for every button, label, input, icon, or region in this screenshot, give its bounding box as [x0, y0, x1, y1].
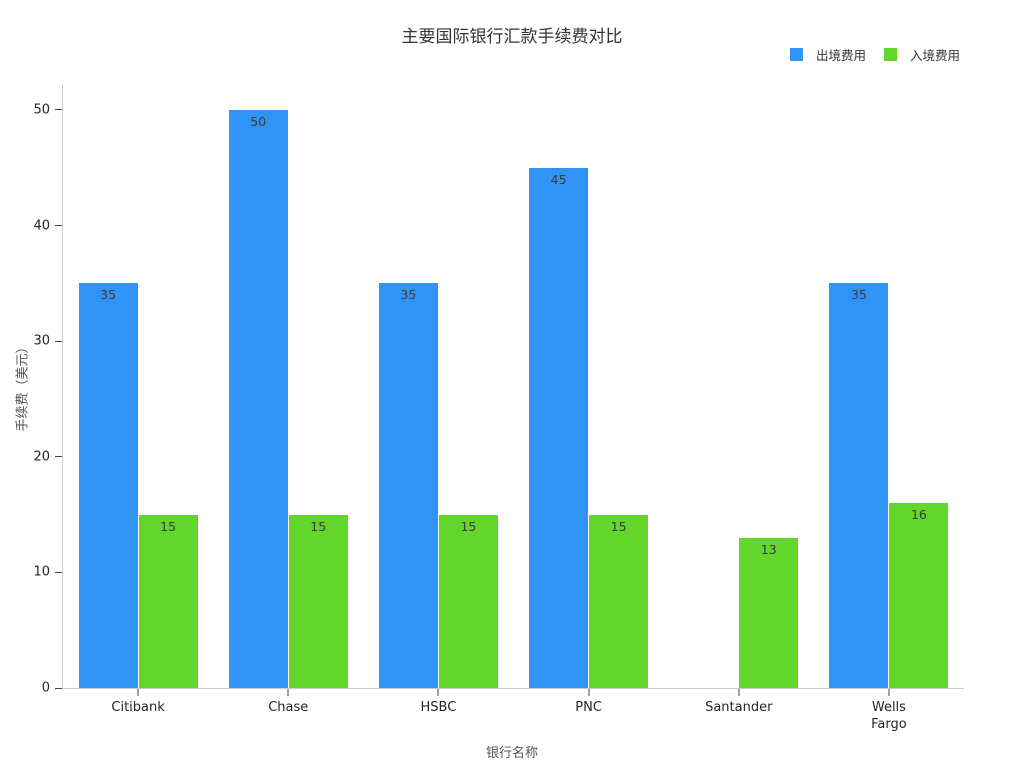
x-axis-title: 银行名称	[485, 746, 538, 761]
y-axis-tick-label: 50	[33, 102, 50, 118]
bar-series1-cat1: 15	[288, 514, 348, 688]
bar-value-label: 15	[310, 518, 327, 534]
y-axis-tick-label: 10	[33, 564, 50, 580]
bar-value-label: 13	[760, 541, 777, 557]
y-axis-tick	[55, 225, 62, 227]
x-axis-tick	[588, 689, 590, 696]
x-axis-tick	[888, 689, 890, 696]
x-axis-tick-label: Santander	[705, 700, 773, 715]
plot-area: 0 10 20 30 40 50 Citibank Chase HSBC PNC Santander…	[33, 85, 964, 732]
legend-item-1: 入境费用	[883, 45, 960, 64]
bar-series0-cat0: 35	[78, 283, 138, 688]
legend-item-0: 出境费用	[789, 45, 866, 64]
bar-series1-cat0: 15	[138, 514, 198, 688]
legend-label: 出境费用	[815, 48, 866, 63]
y-axis-tick	[55, 687, 62, 689]
bar-series1-cat4: 13	[739, 537, 799, 688]
x-axis-tick	[738, 689, 740, 696]
bar-value-label: 15	[610, 518, 627, 534]
bar-series1-cat5: 16	[889, 503, 949, 688]
x-axis-tick	[137, 689, 139, 696]
y-axis-tick	[55, 456, 62, 458]
legend-label: 入境费用	[909, 48, 960, 63]
bar-value-label: 35	[400, 287, 417, 303]
bar-series0-cat1: 50	[228, 109, 288, 688]
x-axis-tick-label: Chase	[268, 700, 309, 715]
y-axis-tick-label: 40	[33, 218, 50, 234]
bar-value-label: 50	[250, 113, 267, 129]
bar-series0-cat5: 35	[829, 283, 889, 688]
bar-series0-cat2: 35	[378, 283, 438, 688]
y-axis-tick-label: 0	[41, 680, 50, 696]
chart-title: 主要国际银行汇款手续费对比	[401, 27, 623, 47]
y-axis-tick	[55, 571, 62, 573]
bar-value-label: 35	[100, 287, 117, 303]
y-axis-tick	[55, 109, 62, 111]
x-axis-tick	[437, 689, 439, 696]
y-axis-title: 手续费（美元）	[15, 340, 31, 432]
bar-value-label: 45	[550, 171, 567, 187]
y-axis-tick	[55, 340, 62, 342]
legend-swatch-icon	[789, 48, 803, 61]
bar-series1-cat2: 15	[438, 514, 498, 688]
x-axis-tick-label: HSBC	[420, 700, 457, 715]
y-axis-tick-label: 30	[33, 333, 50, 349]
x-axis-tick-label: Wells Fargo	[871, 700, 907, 732]
bar-series1-cat3: 15	[589, 514, 649, 688]
chart-legend: 出境费用 入境费用	[789, 45, 960, 64]
x-axis-tick	[287, 689, 289, 696]
bar-value-label: 15	[160, 518, 177, 534]
bar-value-label: 15	[460, 518, 477, 534]
bar-value-label: 16	[910, 507, 927, 523]
bar-value-label: 35	[850, 287, 867, 303]
y-axis-tick-label: 20	[33, 449, 50, 465]
legend-swatch-icon	[883, 48, 897, 61]
bar-series0-cat3: 45	[529, 167, 589, 688]
x-axis-tick-label: PNC	[575, 700, 602, 715]
x-axis-tick-label: Citibank	[111, 700, 165, 715]
